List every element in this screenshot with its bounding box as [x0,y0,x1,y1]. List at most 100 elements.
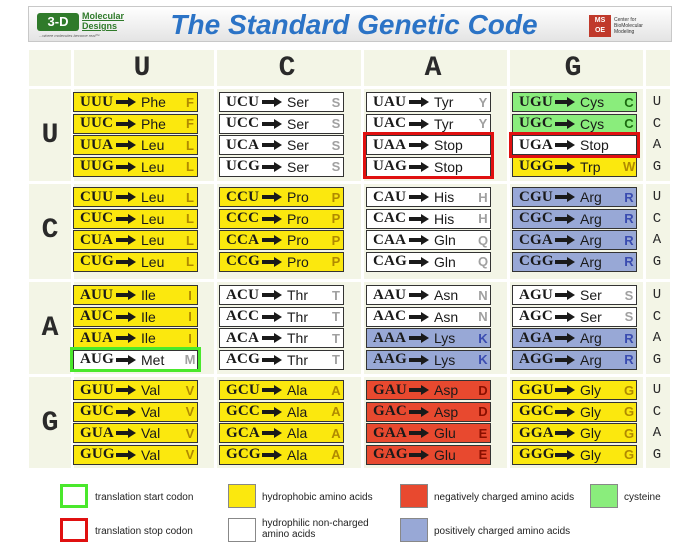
codon-cell-gca: GCA Ala A [219,423,344,443]
one-letter-code: Q [477,254,489,269]
legend-label: translation start codon [95,492,194,503]
codon-label: UCC [226,115,260,131]
codon-cell-uaa: UAA Stop [366,135,491,155]
amino-acid-label: Tyr [434,94,454,110]
arrow-right-icon [262,406,284,417]
arrow-right-icon [116,140,138,150]
column-separator [507,50,510,468]
arrow-right-icon [262,290,284,300]
codon-label: AAG [373,351,407,367]
arrow-right-icon [555,311,577,322]
arrow-right-icon [262,311,284,322]
arrow-right-icon [555,385,577,395]
third-position-label: C [652,115,662,132]
codon-label: CUG [80,253,114,269]
codon-cell-acg: ACG Thr T [219,349,344,370]
one-letter-code: L [186,189,194,205]
codon-cell-ccg: CCG Pro P [219,251,344,272]
arrow-right-icon [409,161,431,172]
codon-cell-gau: GAU Asp D [366,380,491,400]
amino-acid-label: Leu [141,210,165,227]
amino-acid-label: Asp [434,382,459,398]
one-letter-code: Y [478,94,488,110]
third-position-label: A [652,137,662,153]
codon-label: AUG [80,351,114,367]
codon-label: UGA [519,136,553,153]
arrow-right-icon [262,213,284,224]
arrow-right-icon [409,333,431,343]
codon-cell-aaa: AAA Lys K [366,328,491,348]
codon-cell-cuu: CUU Leu L [73,187,198,207]
amino-acid-label: Stop [434,158,463,175]
codon-label: CGG [519,253,554,269]
arrow-right-icon [409,290,431,300]
arrow-right-icon [409,406,431,417]
msoe-logo-mark: MS OE [589,15,611,37]
legend-swatch-blue [400,518,428,542]
codon-cell-ucg: UCG Ser S [219,156,344,177]
amino-acid-label: His [434,189,455,205]
arrow-right-icon [409,97,431,107]
amino-acid-label: Glu [434,425,456,441]
codon-cell-caa: CAA Gln Q [366,230,491,250]
amino-acid-label: Pro [287,253,309,270]
one-letter-code: D [478,382,488,398]
amino-acid-label: Ser [287,158,309,175]
codon-cell-guu: GUU Val V [73,380,198,400]
codon-cell-agg: AGG Arg R [512,349,637,370]
one-letter-code: Y [478,116,488,131]
codon-cell-cga: CGA Arg R [512,230,637,250]
arrow-right-icon [116,235,138,245]
arrow-right-icon [262,385,284,395]
one-letter-code: F [186,116,194,131]
codon-label: UGC [519,115,553,131]
arrow-right-icon [409,428,431,438]
one-letter-code: I [188,330,192,346]
third-position-label: A [652,330,662,346]
arrow-right-icon [116,290,138,300]
amino-acid-label: Arg [580,189,602,205]
codon-cell-gac: GAC Asp D [366,401,491,422]
codon-cell-acc: ACC Thr T [219,306,344,327]
legend-swatch-red [400,484,428,508]
arrow-right-icon [409,192,431,202]
codon-label: GGU [519,381,554,398]
amino-acid-label: Gln [434,253,456,270]
codon-label: GAU [373,381,407,398]
one-letter-code: L [186,159,194,174]
one-letter-code: E [478,425,488,441]
amino-acid-label: Arg [580,232,602,248]
codon-cell-cug: CUG Leu L [73,251,198,272]
codon-label: CCU [226,188,260,205]
arrow-right-icon [262,118,284,129]
codon-label: AUU [80,286,114,303]
codon-label: CUC [80,210,114,226]
arrow-right-icon [555,140,577,150]
codon-label: GCA [226,424,260,441]
amino-acid-label: Ala [287,446,308,463]
amino-acid-label: Leu [141,137,165,153]
one-letter-code: R [624,352,634,367]
one-letter-code: G [623,447,635,462]
amino-acid-label: Phe [141,94,166,110]
amino-acid-label: Val [141,403,161,420]
codon-label: AGG [519,351,554,367]
amino-acid-label: Lys [434,330,456,346]
arrow-right-icon [116,97,138,107]
one-letter-code: K [478,352,488,367]
codon-label: CGC [519,210,553,226]
amino-acid-label: Ile [141,287,156,303]
one-letter-code: H [478,211,488,226]
arrow-right-icon [262,235,284,245]
codon-label: AAA [373,329,407,346]
codon-cell-aua: AUA Ile I [73,328,198,348]
one-letter-code: T [332,309,340,324]
amino-acid-label: Ile [141,330,156,346]
codon-cell-auu: AUU Ile I [73,285,198,305]
column-separator [643,50,646,468]
arrow-right-icon [262,256,284,267]
arrow-right-icon [116,161,138,172]
codon-cell-cgg: CGG Arg R [512,251,637,272]
amino-acid-label: Lys [434,351,456,368]
amino-acid-label: Ala [287,403,308,420]
